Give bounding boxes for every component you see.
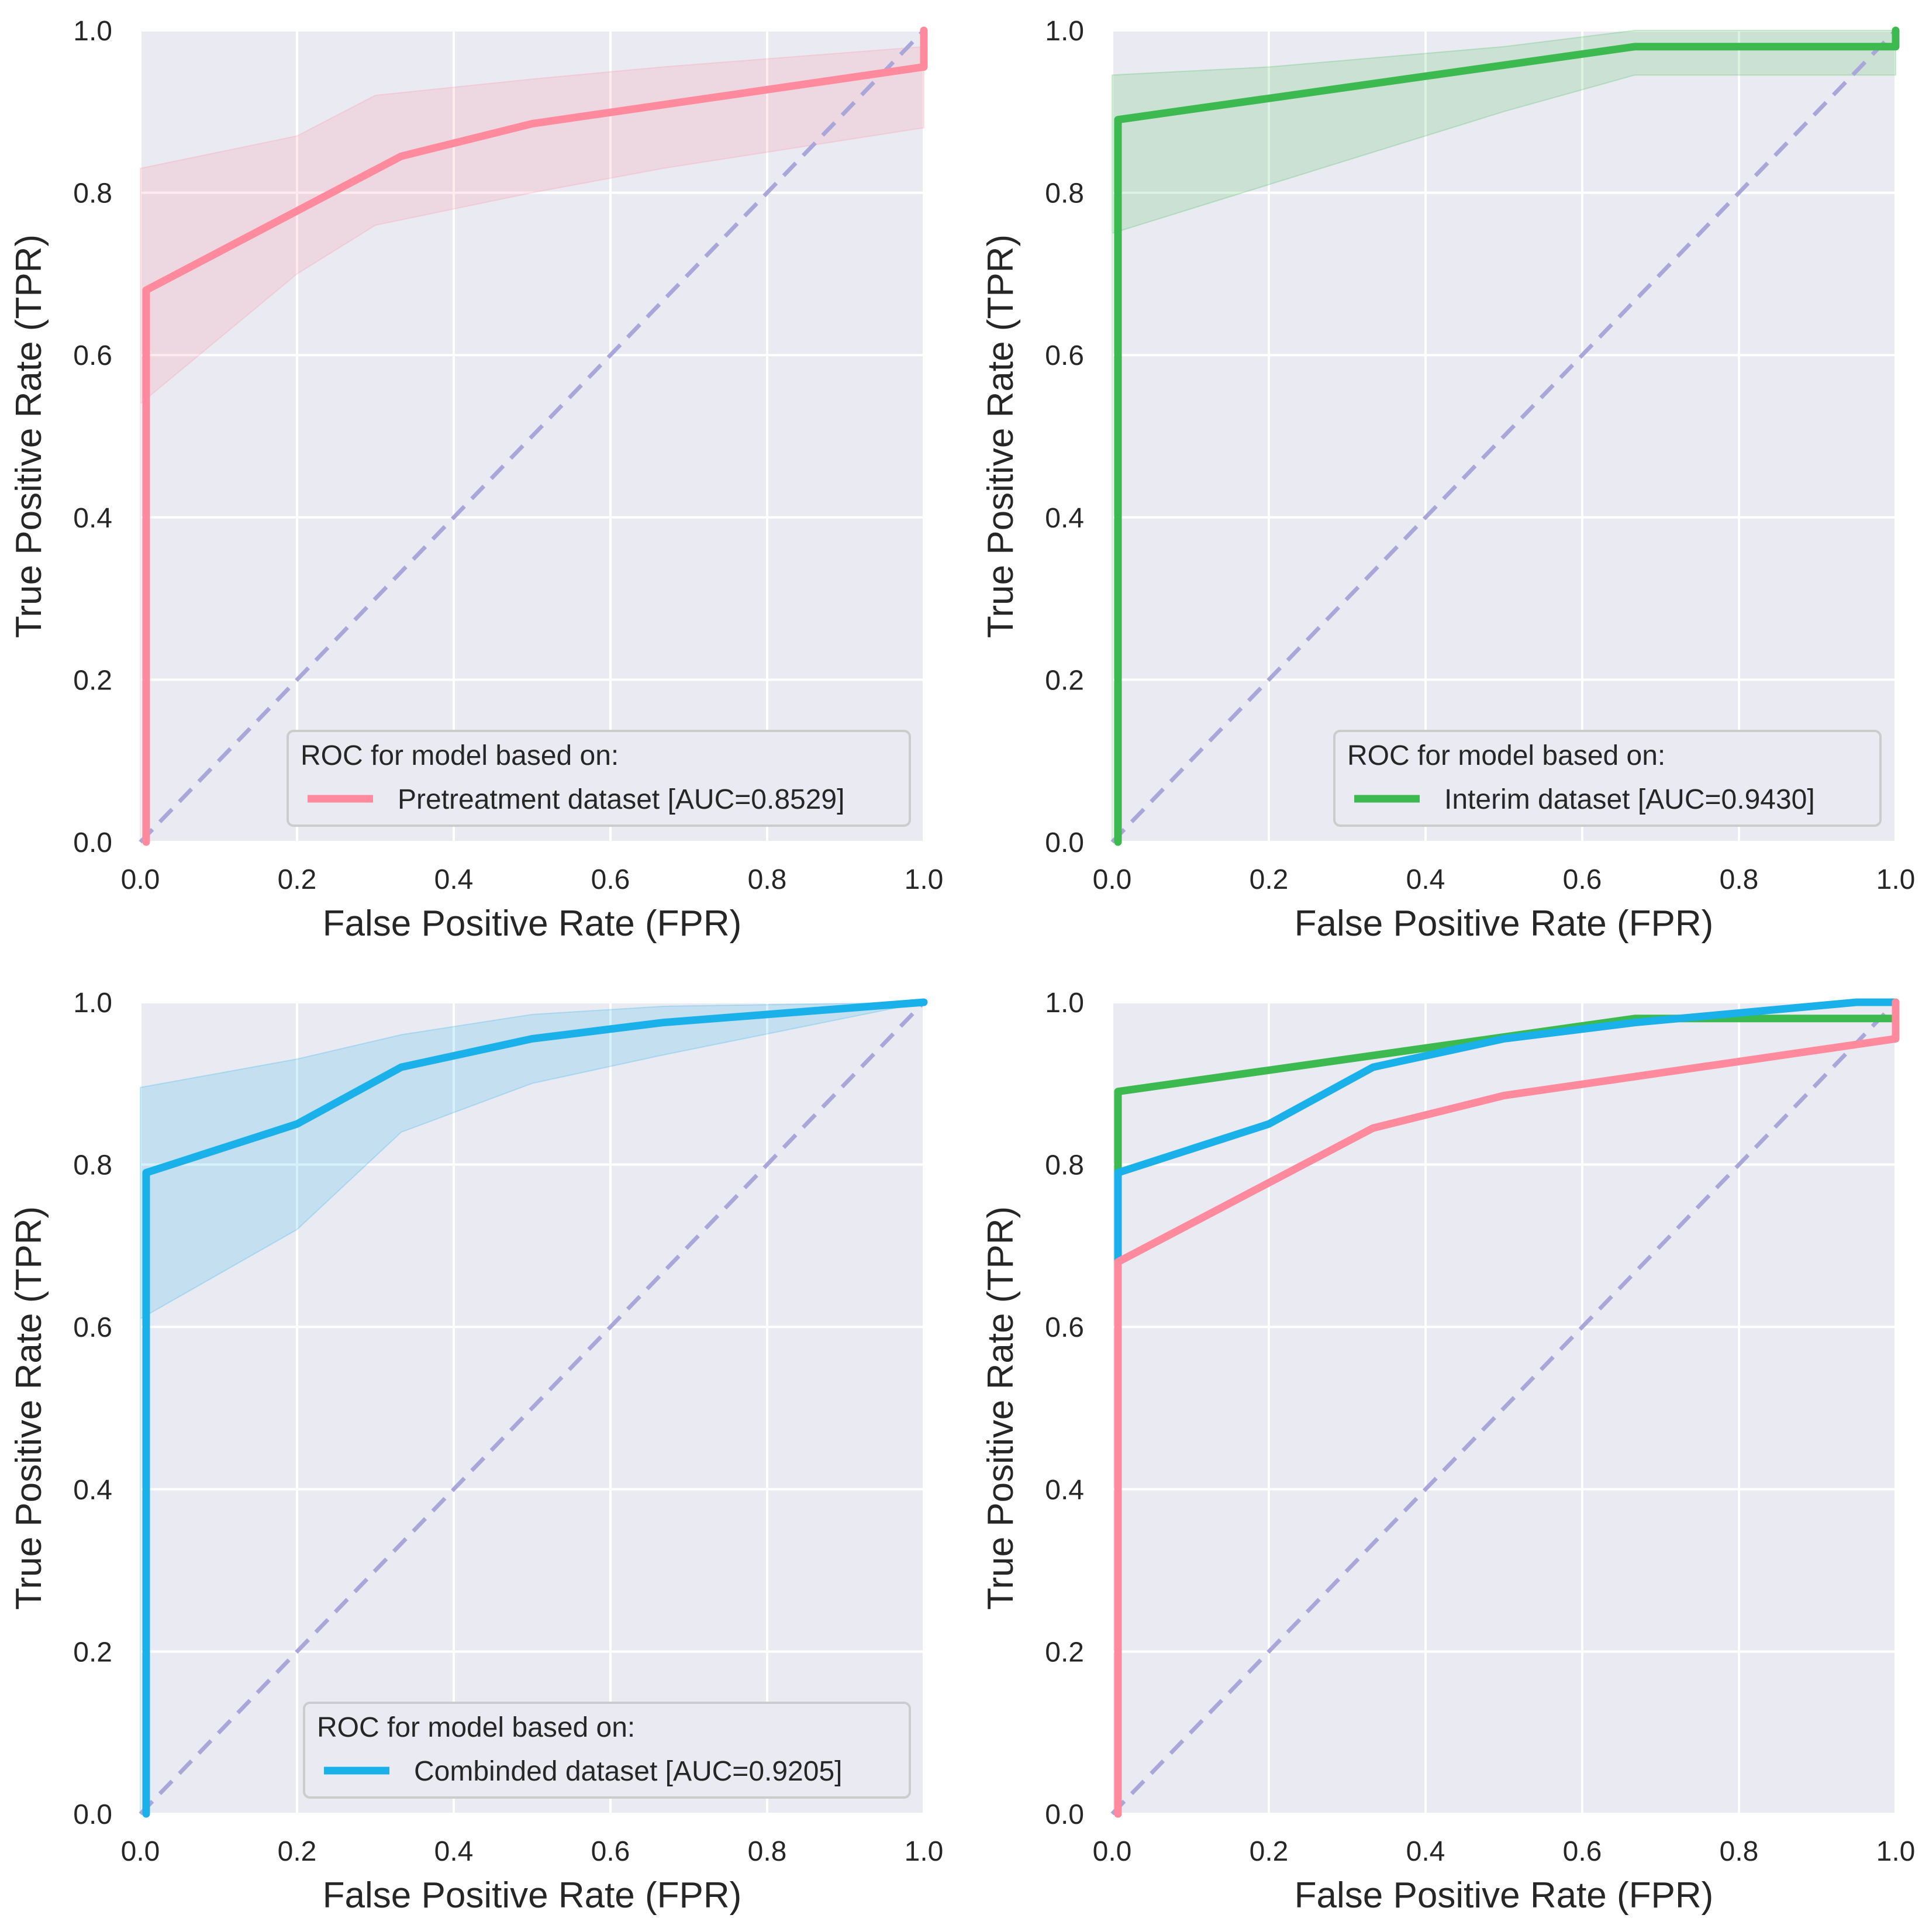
legend: ROC for model based on: Combinded dataset… — [303, 1702, 911, 1799]
x-tick-label: 0.4 — [1406, 864, 1445, 895]
roc-panel-bottom-left: 0.0 0.2 0.4 0.6 0.8 1.0 0.0 0.2 0.4 0.6 0.8 1.0 Fals… — [9, 988, 943, 1916]
roc-curve-combined — [142, 998, 928, 1818]
x-tick-label: 0.6 — [1563, 864, 1602, 895]
x-tick-label: 0.6 — [591, 864, 630, 895]
legend-entry-label: Interim dataset [AUC=0.9430] — [1444, 784, 1815, 815]
y-tick-label: 1.0 — [1045, 16, 1084, 47]
x-tick-label: 0.4 — [434, 864, 474, 895]
y-tick-label: 0.4 — [73, 1475, 112, 1506]
roc-panel-top-left: 0.0 0.2 0.4 0.6 0.8 1.0 0.0 0.2 0.4 0.6 0.8 1.0 Fals… — [9, 16, 943, 944]
y-tick-label: 0.0 — [73, 1799, 112, 1830]
chance-diagonal — [1110, 29, 1897, 844]
y-tick-label: 1.0 — [73, 16, 112, 47]
y-tick-label: 0.2 — [1045, 665, 1084, 696]
roc-panel-top-right: 0.0 0.2 0.4 0.6 0.8 1.0 0.0 0.2 0.4 0.6 0.8 1.0 Fals… — [981, 16, 1915, 944]
x-tick-label: 0.8 — [748, 864, 787, 895]
x-tick-label: 0.8 — [1720, 864, 1759, 895]
legend: ROC for model based on: Interim dataset [… — [1333, 730, 1882, 827]
x-tick-label: 0.0 — [1093, 1836, 1132, 1867]
x-tick-label: 1.0 — [905, 864, 944, 895]
y-axis-label: True Positive Rate (TPR) — [981, 1206, 1021, 1610]
x-tick-label: 0.0 — [121, 1836, 160, 1867]
y-tick-label: 0.8 — [1045, 178, 1084, 209]
x-tick-label: 0.6 — [591, 1836, 630, 1867]
x-tick-label: 0.6 — [1563, 1836, 1602, 1867]
y-tick-label: 0.8 — [73, 178, 112, 209]
roc-panel-bottom-right: 0.0 0.2 0.4 0.6 0.8 1.0 0.0 0.2 0.4 0.6 0.8 1.0 Fals… — [981, 988, 1915, 1916]
y-axis-label: True Positive Rate (TPR) — [981, 234, 1021, 638]
chance-diagonal — [139, 1000, 926, 1816]
y-axis-label: True Positive Rate (TPR) — [9, 1206, 49, 1610]
x-tick-label: 0.8 — [748, 1836, 787, 1867]
y-tick-label: 0.6 — [73, 340, 112, 371]
legend-box — [303, 1702, 911, 1799]
y-tick-label: 0.2 — [73, 665, 112, 696]
roc-curve-interim — [1114, 26, 1900, 846]
legend-title: ROC for model based on: — [317, 1712, 635, 1743]
x-tick-label: 0.2 — [278, 1836, 317, 1867]
x-tick-label: 0.8 — [1720, 1836, 1759, 1867]
y-tick-label: 0.2 — [1045, 1637, 1084, 1668]
y-tick-label: 1.0 — [73, 988, 112, 1019]
x-tick-label: 0.2 — [1250, 1836, 1289, 1867]
x-tick-label: 0.2 — [1250, 864, 1289, 895]
y-tick-label: 0.4 — [73, 503, 112, 534]
legend: ROC for model based on: Pretreatment data… — [287, 730, 911, 827]
x-tick-label: 0.2 — [278, 864, 317, 895]
roc-curve-pretreatment — [142, 26, 928, 846]
x-tick-label: 0.4 — [434, 1836, 474, 1867]
legend-title: ROC for model based on: — [1347, 740, 1665, 771]
chance-diagonal — [1110, 1000, 1897, 1816]
y-tick-label: 1.0 — [1045, 988, 1084, 1019]
x-axis-label: False Positive Rate (FPR) — [1295, 903, 1714, 944]
legend-entry-label: Pretreatment dataset [AUC=0.8529] — [398, 784, 844, 815]
roc-curve-pretreatment — [1114, 998, 1900, 1818]
legend-box — [1333, 730, 1882, 827]
x-axis-label: False Positive Rate (FPR) — [323, 1875, 742, 1916]
x-tick-label: 0.0 — [121, 864, 160, 895]
chance-diagonal — [139, 29, 926, 844]
y-tick-label: 0.2 — [73, 1637, 112, 1668]
y-axis-label: True Positive Rate (TPR) — [9, 234, 49, 638]
y-tick-label: 0.6 — [73, 1312, 112, 1343]
x-tick-label: 0.4 — [1406, 1836, 1445, 1867]
x-tick-label: 0.0 — [1093, 864, 1132, 895]
y-tick-label: 0.0 — [73, 827, 112, 858]
roc-curve-combined — [1114, 998, 1900, 1818]
y-tick-label: 0.8 — [73, 1150, 112, 1181]
y-tick-label: 0.6 — [1045, 340, 1084, 371]
confidence-band — [140, 30, 924, 842]
x-tick-label: 1.0 — [1876, 864, 1916, 895]
x-tick-label: 1.0 — [905, 1836, 944, 1867]
y-tick-label: 0.8 — [1045, 1150, 1084, 1181]
x-axis-label: False Positive Rate (FPR) — [323, 903, 742, 944]
legend-title: ROC for model based on: — [301, 740, 619, 771]
x-tick-label: 1.0 — [1876, 1836, 1916, 1867]
y-tick-label: 0.4 — [1045, 503, 1084, 534]
legend-entry-label: Combinded dataset [AUC=0.9205] — [414, 1756, 842, 1787]
x-axis-label: False Positive Rate (FPR) — [1295, 1875, 1714, 1916]
legend-box — [287, 730, 911, 827]
y-tick-label: 0.6 — [1045, 1312, 1084, 1343]
y-tick-label: 0.0 — [1045, 1799, 1084, 1830]
y-tick-label: 0.4 — [1045, 1475, 1084, 1506]
y-tick-label: 0.0 — [1045, 827, 1084, 858]
